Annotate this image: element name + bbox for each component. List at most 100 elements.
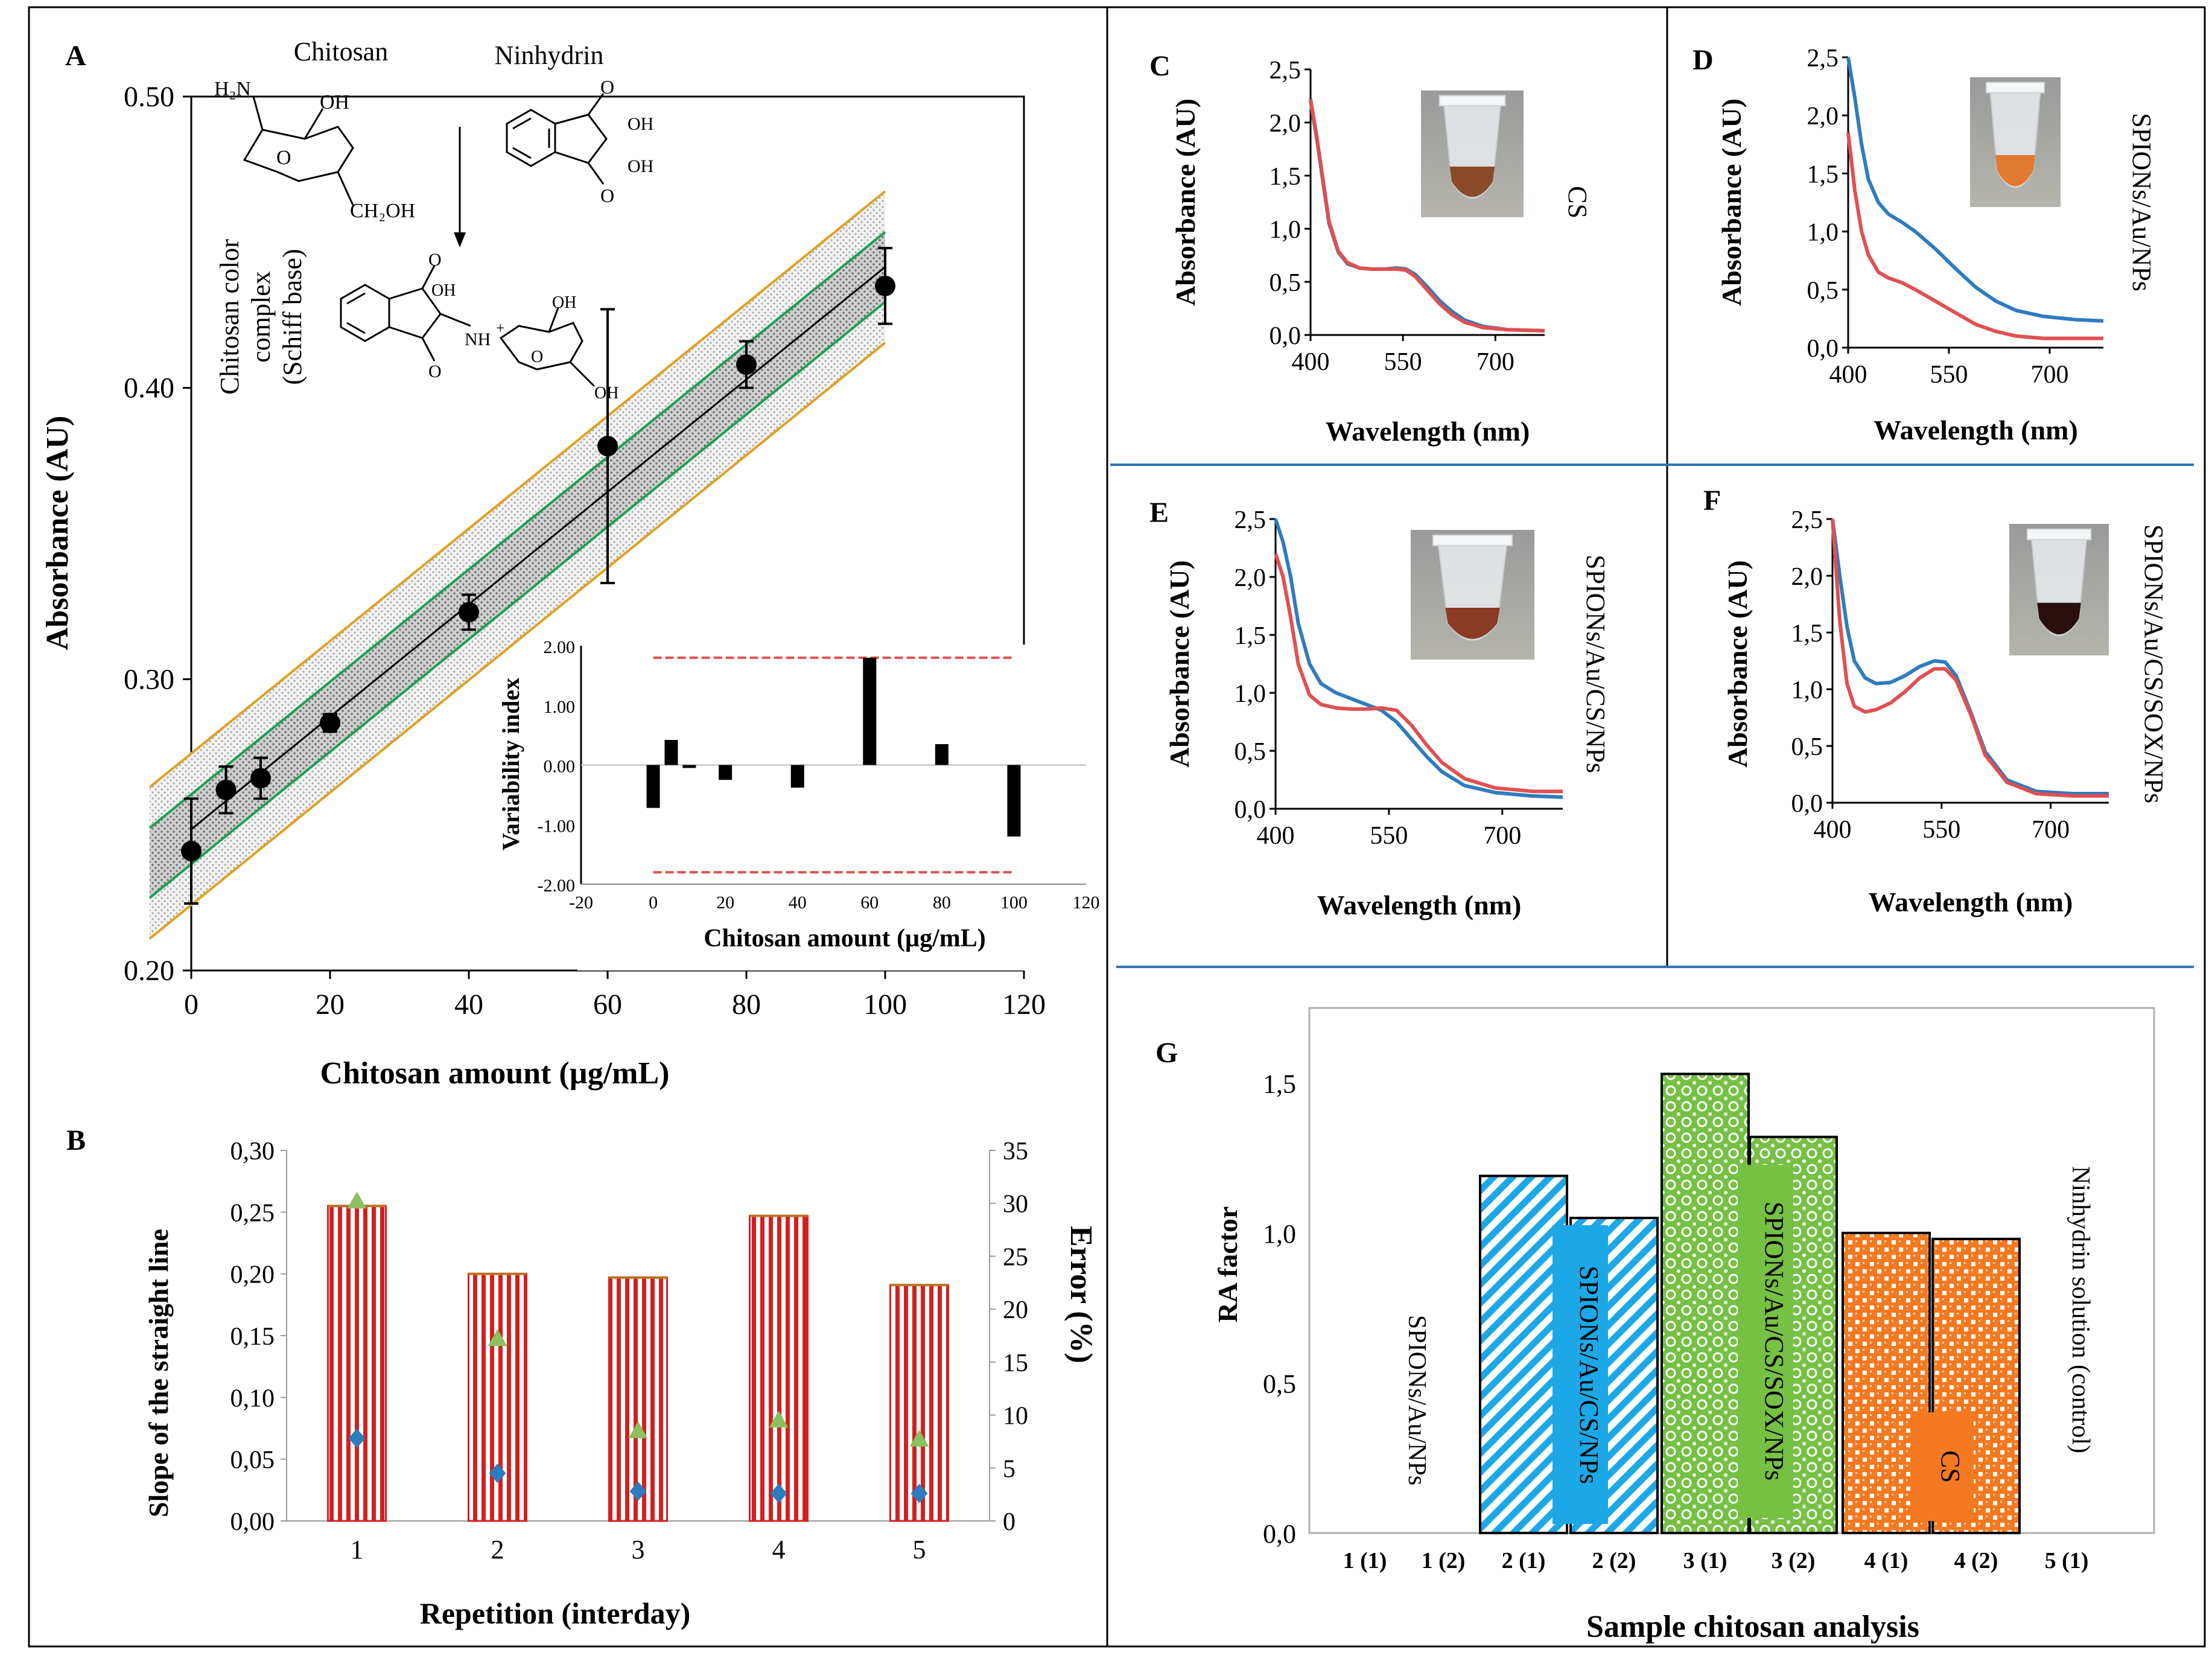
g-x-tick-label: 1 (2)	[1422, 1548, 1466, 1573]
data-point	[320, 712, 340, 733]
slope-bar	[749, 1214, 809, 1522]
x-tick-label: 100	[863, 989, 907, 1021]
panel-c-label: C	[1149, 50, 1171, 82]
g-x-tick-label: 1 (1)	[1343, 1548, 1387, 1573]
y-tick-label: 2,5	[1791, 506, 1823, 534]
y-axis-label: Absorbance (AU)	[1170, 98, 1201, 306]
tube-cap	[2026, 528, 2092, 541]
inset-xlabel: Chitosan amount (µg/mL)	[704, 925, 986, 952]
group-label: SPIONs/Au/CS/NPs	[1574, 1266, 1604, 1484]
panel-d: D 0,0 0,5 1,0 1,5 2,0 2,5 400 550 700 Wavelength (…	[1692, 44, 2156, 445]
y-tick-label: 1,5	[1235, 622, 1266, 650]
tube-cap	[1438, 95, 1506, 107]
b-x-tick-label: 4	[772, 1535, 786, 1564]
g-y-tick-label: 1,0	[1263, 1219, 1296, 1249]
y-axis-label: Absorbance (AU)	[1164, 560, 1195, 768]
g-y-tick-label: 0,5	[1263, 1369, 1296, 1398]
arrow-down-icon	[454, 232, 466, 247]
ninhydrin-label: Ninhydrin	[495, 40, 604, 70]
confidence-lower-line	[148, 301, 886, 899]
schiff-base-structure-icon	[340, 265, 596, 387]
inset-x-tick-label: 0	[649, 893, 658, 913]
svg-text:O: O	[276, 147, 291, 169]
variability-bar	[664, 740, 678, 765]
error-diamond-marker	[770, 1484, 787, 1503]
y-tick-label: 0,0	[1270, 322, 1301, 350]
x-tick-label: 400	[1292, 348, 1330, 376]
svg-text:NH: NH	[465, 330, 491, 349]
inset-x-tick-label: 60	[860, 893, 879, 913]
b-y2-tick-label: 0	[1003, 1508, 1015, 1536]
inset-x-tick-label: -20	[569, 893, 593, 913]
ra-bar	[1661, 1072, 1750, 1535]
inset-y-tick-label: -2.00	[538, 876, 576, 896]
tube-cap	[1432, 534, 1513, 546]
error-diamond-marker	[348, 1429, 366, 1449]
svg-text:O: O	[531, 348, 543, 366]
red-spectrum-line	[1309, 98, 1545, 333]
panel-c: C 0,0 0,5 1,0 1,5 2,0 2,5 400 550 700 Wavelength (…	[1149, 50, 1592, 447]
panel-g-ylabel: RA factor	[1212, 1206, 1243, 1323]
b-y2-tick-label: 10	[1003, 1403, 1028, 1430]
variability-bar	[863, 657, 877, 765]
blue-spectrum-line	[1831, 518, 2109, 795]
data-point	[215, 779, 237, 800]
x-tick-label: 120	[1002, 989, 1046, 1021]
svg-text:OH: OH	[594, 384, 618, 403]
y-tick-label: 1,0	[1235, 680, 1266, 708]
panel-b-xlabel: Repetition (interday)	[420, 1596, 691, 1630]
sample-tube-photo	[1421, 91, 1524, 217]
y-tick-label: 0,0	[1235, 796, 1266, 824]
svg-text:OH: OH	[628, 156, 653, 176]
b-y-tick-label: 0,15	[230, 1323, 275, 1351]
x-tick-label: 400	[1257, 822, 1295, 850]
y-tick-label: 0.30	[124, 663, 174, 695]
y-tick-label: 0,5	[1807, 277, 1839, 305]
red-spectrum-line	[1846, 132, 2103, 340]
y-axis-label: Absorbance (AU)	[1716, 98, 1747, 306]
y-tick-label: 2,5	[1807, 45, 1839, 72]
y-tick-label: 0,5	[1270, 269, 1301, 297]
svg-text:OH: OH	[628, 114, 653, 134]
b-y-tick-label: 0,30	[230, 1138, 275, 1165]
inset-x-tick-label: 100	[1000, 893, 1028, 913]
x-tick-label: 700	[1483, 822, 1521, 850]
panel-d-label: D	[1692, 44, 1714, 76]
x-tick-label: 550	[1384, 348, 1422, 376]
panel-b-ylabel: Slope of the straight line	[143, 1229, 174, 1517]
b-x-tick-label: 2	[491, 1535, 504, 1564]
data-point	[459, 602, 479, 623]
slope-bar	[327, 1205, 387, 1522]
b-y-tick-label: 0,00	[230, 1508, 275, 1536]
tube-liquid	[1449, 167, 1495, 197]
svg-text:H₂N: H₂N	[214, 78, 251, 100]
tube-liquid	[2037, 602, 2081, 635]
svg-text:O: O	[428, 250, 442, 270]
red-spectrum-line	[1831, 518, 2109, 798]
inset-ylabel: Variability index	[497, 678, 524, 850]
variability-bar	[935, 744, 949, 765]
x-tick-label: 550	[1370, 822, 1408, 850]
b-y-tick-label: 0,10	[230, 1385, 275, 1412]
b-y2-tick-label: 15	[1003, 1350, 1028, 1377]
inset-x-tick-label: 40	[789, 893, 807, 913]
prediction-lower-line	[148, 342, 886, 940]
variability-bar	[646, 765, 660, 808]
y-tick-label: 2,5	[1270, 57, 1301, 84]
b-y2-tick-label: 30	[1003, 1191, 1028, 1219]
data-point	[250, 768, 271, 789]
x-axis-label: Wavelength (nm)	[1326, 416, 1530, 447]
svg-text:O: O	[428, 362, 442, 381]
variability-bar	[682, 765, 696, 768]
panel-f: F 0,0 0,5 1,0 1,5 2,0 2,5 400 550 700 Wavelength (…	[1703, 485, 2169, 917]
y-tick-label: 0.50	[124, 81, 174, 113]
y-tick-label: 0,0	[1807, 335, 1839, 363]
svg-text:Chitosan color: Chitosan color	[215, 239, 244, 395]
y-tick-label: 0,0	[1791, 790, 1823, 818]
g-x-tick-label: 5 (1)	[2045, 1548, 2089, 1573]
group-label-box	[1910, 1412, 1974, 1521]
panel-b-label: B	[66, 1124, 86, 1156]
inset-y-tick-label: -1.00	[538, 816, 576, 836]
slope-bar	[608, 1276, 668, 1522]
